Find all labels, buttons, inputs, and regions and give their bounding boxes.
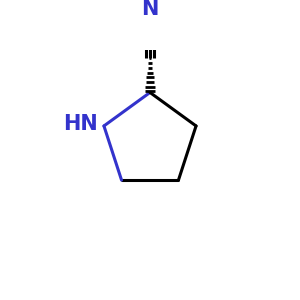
Text: N: N	[141, 0, 159, 19]
Text: HN: HN	[63, 114, 98, 134]
